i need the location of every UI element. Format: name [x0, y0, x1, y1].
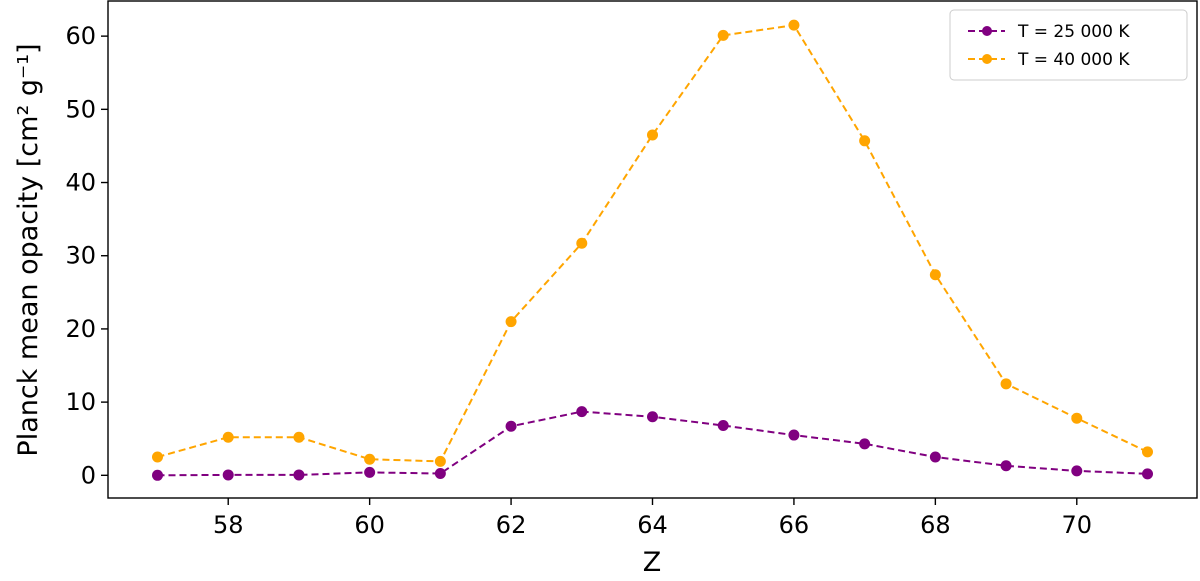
data-point-0-6 [576, 406, 588, 418]
data-point-1-4 [434, 455, 446, 467]
series-line-1 [157, 24, 1148, 463]
data-point-0-0 [152, 469, 163, 481]
legend: T = 25 000 K T = 40 000 K [949, 9, 1188, 81]
y-tick-label: 0 [81, 461, 96, 489]
y-tick-label: 60 [65, 22, 96, 50]
data-point-0-3 [364, 466, 376, 478]
y-tick-label: 50 [65, 95, 96, 123]
legend-label-40000: T = 40 000 K [1017, 50, 1130, 70]
y-axis: 0 10 20 30 40 50 60 [65, 22, 108, 489]
legend-marker-40000 [982, 54, 992, 64]
data-point-1-2 [293, 431, 305, 443]
y-tick-label: 30 [65, 242, 96, 270]
data-point-0-13 [1071, 465, 1083, 477]
data-point-1-6 [576, 237, 588, 249]
x-tick-label: 62 [496, 511, 527, 539]
legend-label-25000: T = 25 000 K [1017, 22, 1130, 42]
data-point-0-11 [929, 451, 941, 463]
legend-marker-25000 [982, 26, 992, 36]
y-tick-label: 40 [65, 169, 96, 197]
data-point-0-10 [859, 438, 871, 450]
y-axis-label: Planck mean opacity [cm² g⁻¹] [13, 43, 44, 456]
data-point-1-1 [222, 431, 234, 443]
data-point-0-9 [788, 429, 800, 441]
x-tick-label: 66 [779, 511, 810, 539]
data-point-1-8 [717, 29, 729, 41]
x-tick-label: 64 [637, 511, 668, 539]
data-point-0-7 [647, 411, 658, 423]
data-point-1-7 [647, 129, 658, 141]
data-point-1-3 [364, 453, 376, 465]
data-point-1-10 [859, 135, 871, 147]
x-tick-label: 60 [354, 511, 385, 539]
data-point-0-12 [1000, 460, 1012, 472]
data-point-0-5 [505, 420, 517, 432]
series-layer [152, 19, 1153, 481]
data-point-1-0 [152, 451, 163, 463]
x-tick-label: 58 [213, 511, 244, 539]
data-point-0-4 [434, 467, 446, 479]
data-point-0-1 [222, 469, 234, 481]
x-axis-label: Z [643, 547, 662, 578]
data-point-1-13 [1071, 412, 1083, 424]
x-axis: 58 60 62 64 66 68 70 [213, 498, 1092, 539]
x-tick-label: 68 [920, 511, 951, 539]
data-point-1-12 [1000, 378, 1012, 390]
data-point-0-8 [717, 420, 729, 432]
y-tick-label: 20 [65, 315, 96, 343]
data-point-1-11 [929, 269, 941, 281]
legend-box [949, 9, 1188, 81]
data-point-1-9 [788, 19, 800, 31]
y-tick-label: 10 [65, 388, 96, 416]
data-point-0-14 [1142, 468, 1153, 480]
x-tick-label: 70 [1062, 511, 1093, 539]
data-point-0-2 [293, 469, 305, 481]
data-point-1-14 [1142, 446, 1153, 458]
data-point-1-5 [505, 316, 517, 328]
